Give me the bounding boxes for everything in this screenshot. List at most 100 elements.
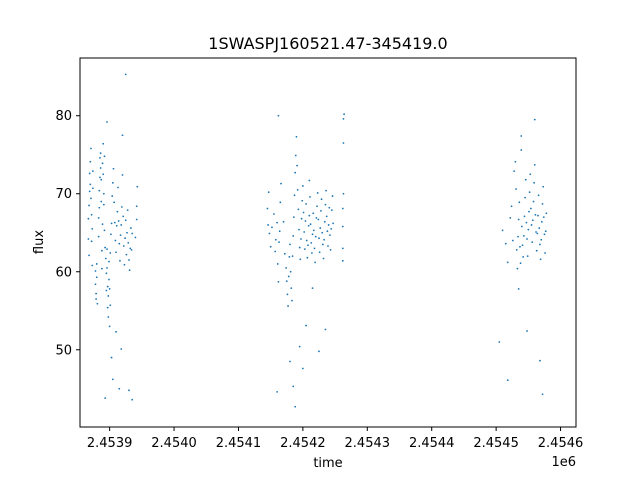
x-tick-label: 2.4544	[409, 436, 455, 451]
data-point	[316, 205, 318, 208]
x-tick-label: 2.4542	[280, 436, 326, 451]
data-point	[124, 219, 127, 222]
data-point	[110, 356, 113, 359]
data-point	[300, 217, 303, 220]
data-point	[109, 252, 112, 254]
data-point	[294, 154, 297, 157]
data-point	[128, 269, 131, 272]
data-point	[120, 348, 123, 350]
data-point	[326, 230, 329, 233]
data-point	[126, 209, 129, 212]
data-point	[517, 288, 520, 290]
data-point	[311, 287, 314, 290]
data-point	[102, 192, 105, 195]
data-point	[94, 270, 97, 272]
chart-title: 1SWASPJ160521.47-345419.0	[208, 34, 447, 53]
data-point	[534, 213, 537, 216]
y-tick-label: 70	[55, 187, 72, 202]
data-point	[307, 224, 310, 227]
data-point	[321, 243, 324, 246]
data-point	[516, 267, 519, 270]
data-point	[121, 174, 124, 176]
data-point	[314, 261, 317, 264]
data-point	[539, 243, 541, 246]
data-point	[301, 199, 304, 202]
data-point	[103, 155, 106, 158]
data-point	[530, 207, 532, 210]
data-point	[91, 170, 94, 173]
data-point	[130, 249, 133, 251]
data-point	[124, 237, 126, 240]
data-point	[535, 249, 538, 252]
data-point	[95, 298, 97, 300]
x-tick-label: 2.4543	[345, 436, 391, 451]
data-point	[327, 224, 330, 226]
data-point	[95, 276, 98, 279]
data-point	[522, 256, 525, 258]
data-point	[524, 178, 527, 181]
data-point	[101, 162, 104, 165]
data-point	[515, 188, 517, 190]
data-point	[318, 350, 320, 353]
data-point	[291, 255, 294, 258]
data-point	[87, 217, 90, 220]
data-point	[111, 181, 114, 184]
data-point	[100, 200, 103, 203]
data-point	[304, 220, 307, 222]
data-point	[293, 194, 296, 197]
data-point	[302, 211, 305, 214]
data-point	[543, 233, 546, 236]
data-point	[320, 210, 322, 212]
data-point	[531, 241, 534, 244]
data-point	[108, 260, 110, 263]
data-point	[331, 195, 334, 197]
data-point	[297, 208, 300, 211]
data-point	[519, 262, 522, 265]
data-point	[271, 226, 273, 229]
data-point	[87, 238, 90, 240]
data-point	[300, 238, 302, 240]
data-point	[528, 191, 531, 194]
data-point	[537, 194, 540, 197]
data-point	[100, 178, 103, 181]
data-point	[528, 210, 530, 213]
data-point	[267, 191, 270, 194]
x-axis-label: time	[313, 456, 342, 471]
data-point	[289, 360, 291, 363]
data-point	[120, 224, 123, 226]
data-point	[308, 179, 311, 182]
data-point	[305, 239, 308, 242]
y-axis-ticks: 50 60 70 80	[55, 109, 80, 358]
data-point	[95, 263, 98, 265]
data-point	[129, 227, 132, 229]
data-point	[278, 230, 281, 233]
data-point	[303, 248, 306, 251]
data-point	[296, 164, 298, 167]
data-point	[517, 235, 519, 238]
data-point	[520, 135, 523, 137]
data-point	[314, 235, 317, 238]
data-point	[131, 232, 134, 235]
data-point	[533, 118, 536, 121]
data-point	[290, 287, 293, 290]
data-point	[98, 206, 101, 209]
data-point	[91, 264, 94, 267]
y-tick-label: 60	[55, 265, 72, 280]
data-point	[104, 246, 107, 249]
data-point	[108, 325, 111, 328]
data-point	[542, 185, 545, 188]
data-point	[99, 176, 101, 179]
data-point	[310, 241, 313, 244]
x-tick-label: 2.4540	[151, 436, 197, 451]
data-point	[539, 258, 542, 261]
data-point	[540, 220, 543, 223]
data-point	[134, 236, 137, 239]
data-point	[285, 266, 288, 269]
data-point	[318, 251, 321, 254]
data-point	[341, 225, 344, 228]
data-point	[102, 173, 105, 176]
x-tick-label: 2.4545	[473, 436, 519, 451]
data-point	[99, 156, 101, 159]
data-point	[97, 217, 100, 219]
